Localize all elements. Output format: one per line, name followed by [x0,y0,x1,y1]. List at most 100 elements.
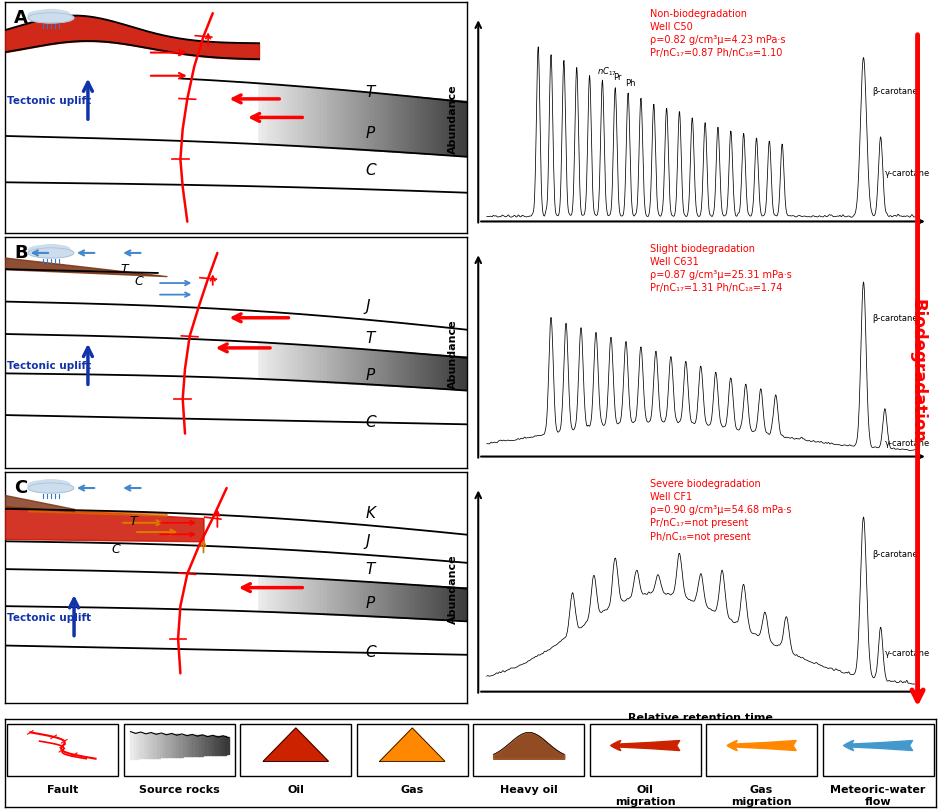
Text: Abundance: Abundance [448,320,457,389]
Polygon shape [375,350,378,385]
Polygon shape [295,87,299,147]
Polygon shape [415,354,419,388]
Polygon shape [393,584,396,618]
Bar [131,732,135,759]
Ellipse shape [28,481,54,490]
Ellipse shape [28,11,54,19]
Polygon shape [451,356,455,389]
Text: K: K [365,506,375,521]
Bar [199,736,203,756]
Polygon shape [266,84,270,144]
Bar [590,723,701,776]
Text: C: C [365,645,376,660]
Text: Abundance: Abundance [448,84,457,154]
Polygon shape [321,580,324,615]
Polygon shape [458,101,462,156]
Polygon shape [295,345,299,381]
Polygon shape [462,357,466,390]
Polygon shape [378,583,382,617]
Bar [706,723,817,776]
Bar [153,733,157,757]
Polygon shape [396,352,400,387]
Text: Relative retention time: Relative retention time [629,713,774,723]
Polygon shape [472,589,476,621]
Text: γ-carotane: γ-carotane [885,169,930,178]
Text: γ-carotane: γ-carotane [885,440,930,448]
Polygon shape [288,577,292,613]
Text: Pr: Pr [614,73,622,83]
Polygon shape [440,586,444,620]
Polygon shape [360,350,364,384]
Bar [215,736,219,755]
Polygon shape [429,586,433,620]
Bar [183,735,186,757]
Polygon shape [284,85,288,146]
Polygon shape [379,728,445,762]
Polygon shape [327,347,331,383]
Text: Source rocks: Source rocks [139,785,220,795]
Polygon shape [444,355,447,389]
Polygon shape [317,579,321,615]
Polygon shape [263,84,266,144]
Polygon shape [437,355,440,388]
Polygon shape [310,579,313,614]
Polygon shape [437,99,440,155]
Polygon shape [302,87,306,147]
Polygon shape [335,581,339,616]
Polygon shape [353,581,357,616]
Text: β-carotane: β-carotane [872,87,917,96]
Polygon shape [280,577,284,613]
Polygon shape [429,354,433,388]
Polygon shape [396,96,400,152]
Polygon shape [466,101,469,157]
Polygon shape [295,578,299,613]
Polygon shape [299,345,302,381]
Polygon shape [274,343,277,380]
Polygon shape [353,349,357,384]
Polygon shape [419,97,422,153]
Polygon shape [346,349,349,384]
Polygon shape [404,353,407,387]
Polygon shape [466,357,469,390]
Polygon shape [422,97,425,154]
Text: Tectonic uplift: Tectonic uplift [7,362,91,371]
Polygon shape [263,728,328,762]
Polygon shape [368,350,372,385]
Text: Non-biodegradation
Well C50
ρ=0.82 g/cm³μ=4.23 mPa·s
Pr/nC₁₇=0.87 Ph/nC₁₈=1.10: Non-biodegradation Well C50 ρ=0.82 g/cm³… [649,9,785,58]
Polygon shape [411,585,415,619]
Polygon shape [444,586,447,620]
Text: Relative retention time: Relative retention time [629,243,774,253]
Polygon shape [292,345,295,381]
Polygon shape [299,578,302,614]
Bar [134,732,137,758]
Text: T: T [120,263,128,276]
Text: T: T [365,84,375,100]
Polygon shape [270,84,274,145]
Bar [196,736,199,756]
Polygon shape [274,577,277,612]
Polygon shape [317,88,321,148]
Polygon shape [313,88,317,148]
Text: Gas
migration: Gas migration [731,785,792,807]
Ellipse shape [28,248,73,258]
Polygon shape [390,584,393,618]
Polygon shape [440,99,444,155]
Text: Tectonic uplift: Tectonic uplift [7,97,91,106]
Polygon shape [447,356,451,389]
Text: γ-carotane: γ-carotane [885,649,930,658]
Polygon shape [360,92,364,150]
Bar [202,736,206,756]
Polygon shape [349,92,353,149]
Polygon shape [349,581,353,616]
Polygon shape [404,585,407,618]
Polygon shape [324,347,327,383]
Polygon shape [407,97,411,153]
Polygon shape [364,582,368,616]
Polygon shape [451,587,455,620]
Polygon shape [372,350,375,385]
Ellipse shape [28,13,73,23]
Polygon shape [393,95,396,152]
Polygon shape [433,586,437,620]
Bar [150,733,154,757]
Text: $nC_{17}$: $nC_{17}$ [597,66,616,79]
